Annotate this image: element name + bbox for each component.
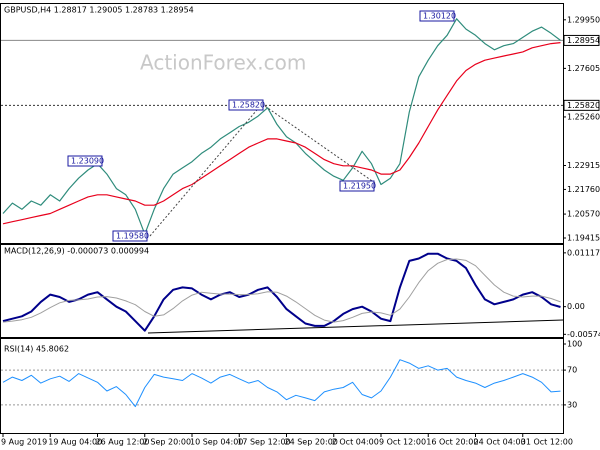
y-tick-label: 1.25260	[567, 112, 600, 121]
x-tick-label: 16 Oct 20:00	[426, 438, 478, 447]
x-tick-label: 10 Sep 04:00	[190, 438, 243, 447]
price-label: 1.25820	[567, 101, 600, 110]
annotation-box	[419, 10, 455, 22]
annotation-box	[112, 230, 148, 242]
x-tick-label: 2 Sep 20:00	[143, 438, 191, 447]
y-tick-label: 1.27605	[567, 64, 600, 73]
pane-title: GBPUSD,H4 1.28817 1.29005 1.28783 1.2895…	[4, 6, 194, 15]
annotation-box	[67, 155, 103, 167]
series-line	[2, 252, 561, 332]
x-tick-label: 2 Oct 04:00	[332, 438, 379, 447]
annotation-box	[339, 180, 375, 192]
pane-title: RSI(14) 45.8062	[4, 345, 69, 354]
annotation-box	[228, 99, 264, 111]
x-tick-label: 9 Oct 12:00	[379, 438, 426, 447]
pane-title: MACD(12,26,9) -0.000073 0.000994	[4, 247, 149, 256]
y-tick-label: 70	[567, 366, 577, 375]
x-tick-label: 31 Oct 12:00	[521, 438, 573, 447]
watermark: ActionForex.com	[140, 51, 306, 75]
trendline	[149, 103, 263, 237]
y-tick-label: 100	[567, 340, 582, 349]
macd-frame	[0, 244, 564, 338]
price-label-box	[563, 34, 600, 46]
price-label: 1.28954	[567, 36, 600, 45]
rsi-frame	[0, 338, 564, 434]
series-line	[2, 359, 561, 408]
series-line	[2, 42, 561, 225]
annotation: 1.21950	[343, 182, 376, 191]
y-tick-label: 30	[567, 400, 577, 409]
x-tick-label: 24 Sep 20:00	[285, 438, 338, 447]
annotation: 1.23090	[71, 157, 104, 166]
annotation: 1.19580	[116, 232, 149, 241]
price-label-box	[563, 99, 600, 111]
x-tick-label: 26 Aug 12:00	[96, 438, 150, 447]
price-frame	[0, 3, 564, 244]
y-tick-label: 1.20570	[567, 210, 600, 219]
y-tick-label: 1.21760	[567, 185, 600, 194]
macd-trendline	[147, 319, 564, 334]
trendline	[261, 103, 376, 184]
y-tick-label: 1.22915	[567, 161, 600, 170]
x-tick-label: 19 Aug 04:00	[48, 438, 102, 447]
x-tick-label: 9 Aug 2019	[1, 438, 47, 447]
y-tick-label: 1.19415	[567, 233, 600, 242]
x-tick-label: 24 Oct 04:00	[474, 438, 526, 447]
annotation: 1.30120	[423, 12, 456, 21]
y-tick-label: -0.005746	[567, 330, 600, 339]
series-line	[2, 258, 561, 323]
y-tick-label: 0.00	[567, 302, 585, 311]
y-tick-label: 0.011177	[567, 248, 600, 257]
y-tick-label: 1.29950	[567, 15, 600, 24]
x-tick-label: 17 Sep 12:00	[237, 438, 290, 447]
annotation: 1.25820	[232, 101, 265, 110]
